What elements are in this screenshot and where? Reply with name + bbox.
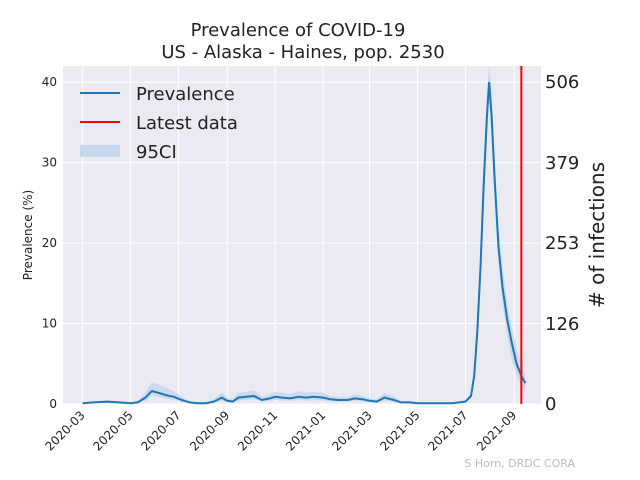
y-right-tick-label: 0 [545,394,556,415]
x-tick-label: 2020-05 [90,408,135,453]
y-right-tick-label: 379 [545,153,579,174]
x-tick-label: 2021-07 [425,408,470,453]
x-axis-ticks: 2020-03 2020-05 2020-07 2020-09 2020-11 2021-… [42,408,519,453]
x-tick-label: 2020-03 [42,408,87,453]
chart-subtitle: US - Alaska - Haines, pop. 2530 [161,42,444,63]
x-tick-label: 2020-07 [138,408,183,453]
y-right-tick-label: 253 [545,233,579,254]
watermark: S Horn, DRDC CORA [464,457,575,470]
x-tick-label: 2021-03 [329,408,374,453]
legend: Prevalence Latest data 95CI [80,84,238,163]
y-axis-left-ticks: 0 10 20 30 40 [42,75,57,411]
x-tick-label: 2020-09 [187,408,232,453]
chart-title: Prevalence of COVID-19 [191,20,406,41]
y-axis-label: Prevalence (%) [21,190,35,280]
legend-swatch-ci [80,145,120,157]
legend-label: Prevalence [136,84,235,105]
legend-label: Latest data [136,113,238,134]
y-tick-label: 0 [49,397,57,411]
y-tick-label: 20 [42,236,57,250]
y-axis-right-ticks: 0 126 253 379 506 [545,72,579,415]
x-tick-label: 2021-01 [283,408,328,453]
y-axis-right-label: # of infections [585,162,609,308]
y-tick-label: 10 [42,317,57,331]
y-right-tick-label: 126 [545,314,579,335]
y-tick-label: 30 [42,156,57,170]
legend-label: 95CI [136,142,177,163]
x-tick-label: 2020-11 [235,408,280,453]
plot-area [63,66,541,404]
x-tick-label: 2021-09 [474,408,519,453]
prevalence-line [82,82,527,405]
y-right-tick-label: 506 [545,72,579,93]
y-tick-label: 40 [42,75,57,89]
x-tick-label: 2021-05 [377,408,422,453]
